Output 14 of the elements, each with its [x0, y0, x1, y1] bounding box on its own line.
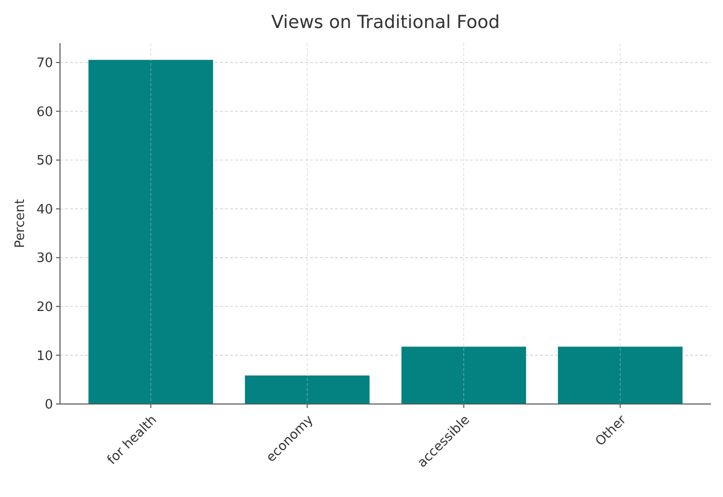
y-tick-label: 10	[36, 348, 53, 364]
bar	[557, 346, 684, 404]
y-tick-label: 30	[36, 251, 53, 266]
y-tick-label: 60	[36, 104, 53, 120]
y-tick-label: 50	[36, 154, 53, 169]
bar	[400, 346, 527, 404]
y-tick-label: 20	[36, 300, 53, 315]
bar	[88, 59, 214, 404]
y-axis-title: Percent	[13, 199, 28, 248]
bar	[244, 374, 370, 404]
chart-title: Views on Traditional Food	[271, 12, 500, 33]
y-tick-label: 70	[36, 56, 53, 72]
y-tick-label: 0	[44, 398, 53, 413]
y-tick-label: 40	[36, 202, 53, 218]
